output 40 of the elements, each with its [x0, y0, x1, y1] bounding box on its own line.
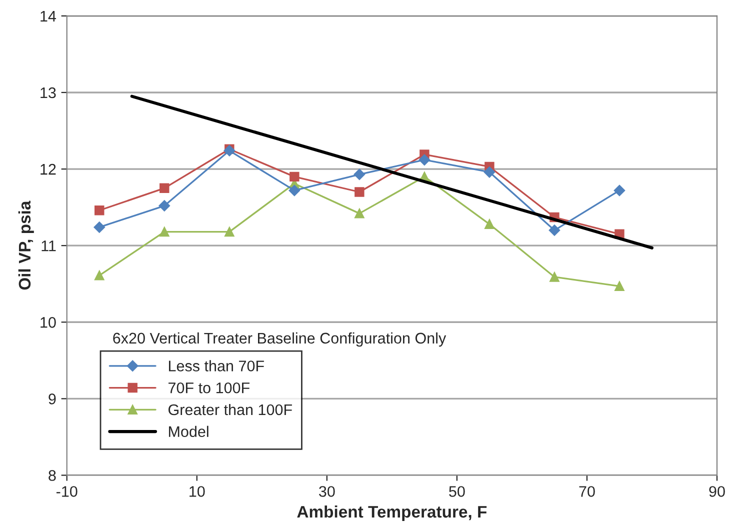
point: [288, 184, 300, 196]
x-tick-label: 90: [709, 486, 725, 497]
point: [550, 272, 560, 282]
point: [418, 154, 430, 166]
y-axis-title: Oil VP, psia: [18, 200, 34, 290]
point: [484, 166, 496, 178]
point: [484, 219, 494, 230]
y-tick-label: 11: [42, 240, 56, 252]
point: [94, 206, 104, 216]
point: [224, 145, 236, 156]
point: [354, 168, 366, 180]
y-tick-label: 9: [48, 394, 56, 404]
x-tick-label: -10: [56, 486, 78, 497]
legend-label: Less than 70F: [168, 360, 264, 372]
point: [158, 200, 170, 212]
y-tick-label: 12: [40, 164, 56, 175]
y-tick-label: 8: [48, 470, 56, 481]
point: [290, 172, 300, 182]
y-tick-label: 10: [40, 317, 56, 328]
legend-label: 70F to 100F: [168, 382, 250, 394]
y-tick-label: 13: [40, 87, 56, 98]
point: [224, 226, 234, 237]
x-tick-label: 50: [449, 486, 465, 497]
point: [548, 224, 560, 236]
point: [614, 184, 626, 196]
x-axis-title: Ambient Temperature, F: [297, 505, 487, 521]
annotation: 6x20 Vertical Treater Baseline Configuration Only: [113, 332, 446, 347]
y-tick-label: 14: [40, 10, 56, 22]
point: [614, 281, 624, 292]
legend-label: Greater than 100F: [168, 404, 292, 416]
x-tick-label: 10: [190, 486, 205, 497]
x-tick-label: 30: [319, 486, 335, 497]
legend-label: Model: [168, 426, 208, 438]
point: [354, 187, 364, 197]
x-tick-label: 70: [579, 486, 595, 497]
point: [160, 226, 170, 237]
point: [354, 208, 364, 218]
point: [94, 222, 105, 233]
point: [94, 270, 104, 280]
point: [160, 183, 170, 194]
